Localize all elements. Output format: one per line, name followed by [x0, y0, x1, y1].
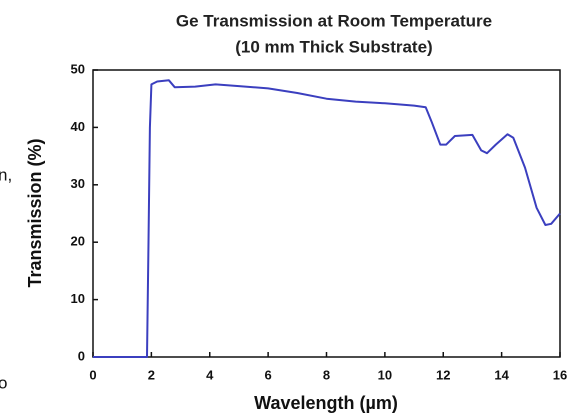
- y-tick-label: 40: [71, 119, 85, 134]
- text-fragment: n,: [0, 165, 12, 184]
- chart-title: Ge Transmission at Room Temperature: [176, 11, 492, 30]
- x-axis-label: Wavelength (µm): [254, 393, 398, 413]
- y-tick-label: 30: [71, 176, 85, 191]
- text-fragment: o: [0, 373, 7, 392]
- y-tick-label: 10: [71, 291, 85, 306]
- y-axis-label: Transmission (%): [25, 138, 45, 287]
- y-tick-label: 0: [78, 348, 85, 363]
- data-line: [93, 79, 561, 358]
- x-tick-label: 16: [553, 367, 567, 382]
- x-tick-label: 6: [265, 367, 272, 382]
- plot-frame: [92, 69, 561, 358]
- y-tick-label: 50: [71, 61, 85, 76]
- x-tick-label: 2: [148, 367, 155, 382]
- x-tick-label: 8: [323, 367, 330, 382]
- x-tick-label: 4: [206, 367, 214, 382]
- y-tick-label: 20: [71, 234, 85, 249]
- x-tick-label: 0: [89, 367, 96, 382]
- chart-subtitle: (10 mm Thick Substrate): [235, 37, 432, 56]
- x-tick-label: 14: [494, 367, 509, 382]
- x-tick-label: 10: [378, 367, 392, 382]
- x-tick-label: 12: [436, 367, 450, 382]
